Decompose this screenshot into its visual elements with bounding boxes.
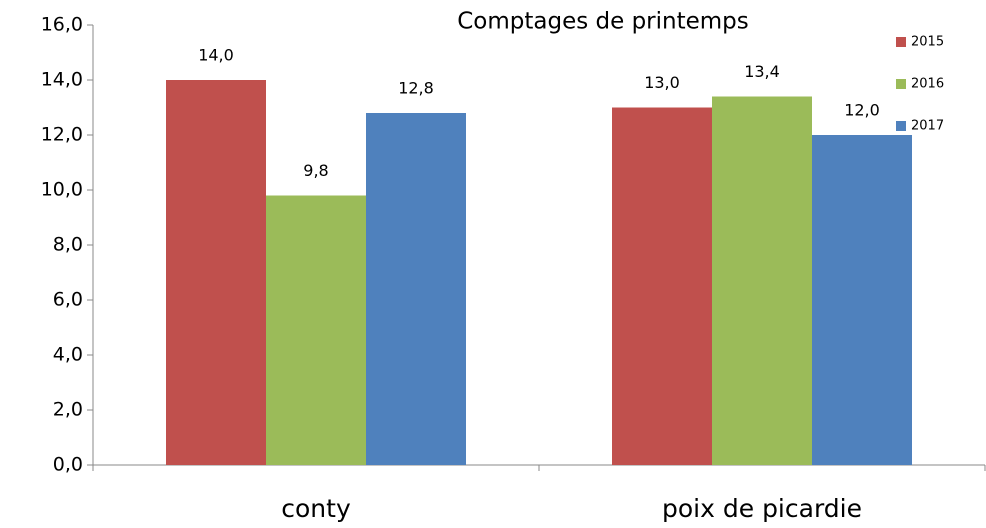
value-label: 13,0 bbox=[644, 73, 680, 92]
value-label: 14,0 bbox=[198, 46, 234, 65]
bar bbox=[366, 113, 466, 465]
legend-swatch bbox=[896, 79, 906, 89]
y-tick-label: 6,0 bbox=[53, 289, 83, 311]
legend-swatch bbox=[896, 121, 906, 131]
legend-label: 2015 bbox=[911, 35, 944, 50]
y-tick-label: 16,0 bbox=[41, 14, 83, 36]
value-label: 9,8 bbox=[303, 161, 328, 180]
value-label: 12,8 bbox=[398, 79, 434, 98]
value-label: 12,0 bbox=[844, 101, 880, 120]
y-tick-label: 8,0 bbox=[53, 234, 83, 256]
bar bbox=[612, 107, 712, 465]
x-tick-label: poix de picardie bbox=[662, 494, 862, 523]
bar bbox=[266, 195, 366, 465]
bar bbox=[712, 96, 812, 465]
y-tick-label: 0,0 bbox=[53, 454, 83, 476]
legend-label: 2016 bbox=[911, 77, 944, 92]
bar bbox=[166, 80, 266, 465]
chart-title: Comptages de printemps bbox=[457, 9, 749, 35]
legend-swatch bbox=[896, 37, 906, 47]
legend-label: 2017 bbox=[911, 119, 944, 134]
y-tick-label: 10,0 bbox=[41, 179, 83, 201]
x-tick-label: conty bbox=[281, 494, 351, 523]
y-tick-label: 12,0 bbox=[41, 124, 83, 146]
y-tick-label: 4,0 bbox=[53, 344, 83, 366]
bar bbox=[812, 135, 912, 465]
y-tick-label: 2,0 bbox=[53, 399, 83, 421]
y-tick-label: 14,0 bbox=[41, 69, 83, 91]
value-label: 13,4 bbox=[744, 62, 780, 81]
